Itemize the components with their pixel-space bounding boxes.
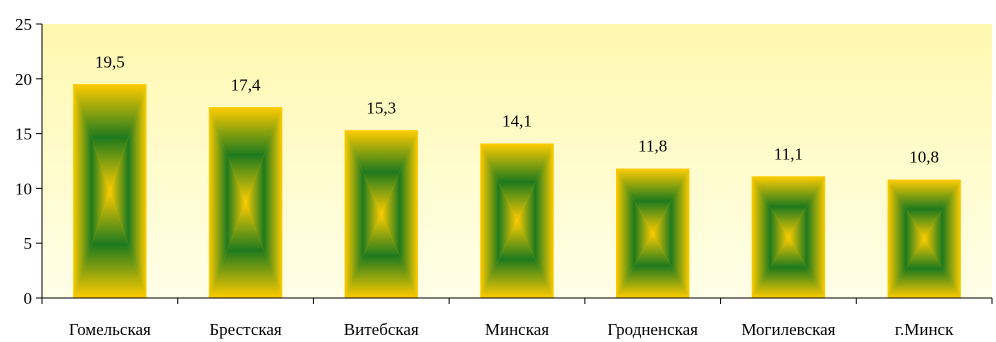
- y-tick-label: 25: [15, 15, 32, 34]
- bar-1: [73, 84, 146, 298]
- x-tick-label-7: г.Минск: [895, 320, 954, 339]
- data-label-4: 14,1: [502, 111, 532, 130]
- x-tick-label-2: Брестская: [209, 320, 282, 339]
- y-tick-label: 10: [15, 179, 32, 198]
- bar-2: [209, 107, 282, 298]
- y-tick-label: 5: [24, 234, 33, 253]
- x-tick-label-5: Гродненская: [607, 320, 698, 339]
- data-label-5: 11,8: [638, 137, 667, 156]
- data-label-6: 11,1: [774, 144, 803, 163]
- y-tick-label: 15: [15, 125, 32, 144]
- x-tick-label-6: Могилевская: [741, 320, 835, 339]
- bar-5: [616, 169, 689, 298]
- data-label-1: 19,5: [95, 52, 125, 71]
- bar-3: [345, 130, 418, 298]
- x-tick-label-4: Минская: [485, 320, 549, 339]
- x-tick-label-1: Гомельская: [69, 320, 151, 339]
- data-label-2: 17,4: [231, 75, 261, 94]
- bar-4: [480, 143, 553, 298]
- data-label-3: 15,3: [366, 98, 396, 117]
- y-tick-label: 0: [24, 289, 33, 308]
- y-tick-label: 20: [15, 70, 32, 89]
- bar-6: [752, 176, 825, 298]
- data-label-7: 10,8: [909, 148, 939, 167]
- bar-7: [888, 180, 961, 298]
- x-tick-label-3: Витебская: [344, 320, 419, 339]
